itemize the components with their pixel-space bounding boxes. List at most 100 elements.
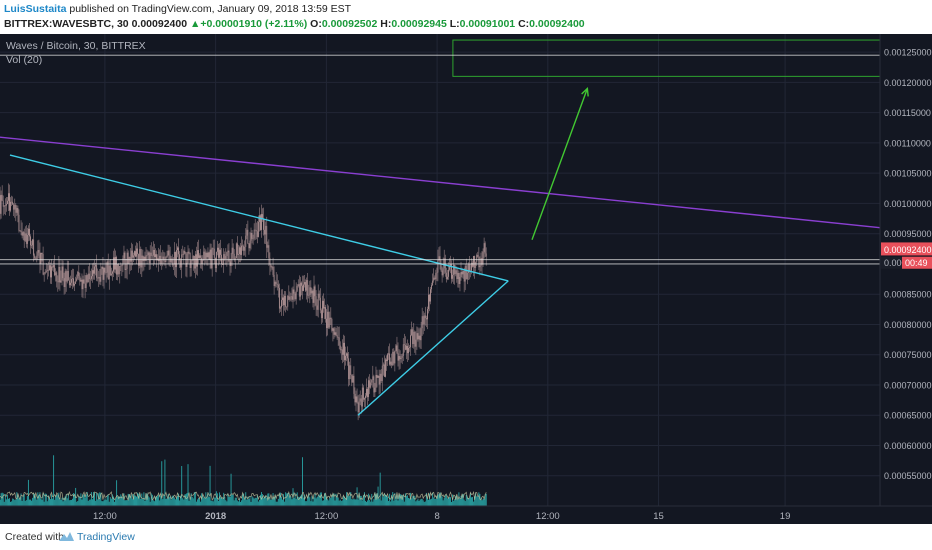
volume-bar — [116, 480, 118, 506]
candle-body — [471, 262, 472, 271]
volume-bar — [260, 494, 261, 506]
drawings[interactable] — [0, 39, 881, 416]
volume-bar — [113, 496, 114, 506]
candle-body — [194, 254, 196, 269]
candle-body — [265, 225, 267, 235]
volume-bar — [137, 492, 139, 506]
close-label: C: — [518, 18, 530, 30]
candle-body — [66, 271, 68, 282]
published-text: published on TradingView.com, January 09… — [69, 3, 352, 15]
volume-bar — [241, 500, 243, 506]
candle-body — [324, 307, 325, 309]
candle-body — [453, 264, 455, 275]
volume-bar — [181, 466, 183, 506]
candle-body — [74, 283, 76, 286]
author-link[interactable]: LuisSustaita — [4, 3, 67, 15]
volume-bar — [293, 497, 295, 506]
candle-body — [151, 255, 153, 257]
volume-bar — [223, 492, 225, 506]
volume-bar — [128, 493, 130, 506]
volume-bar — [226, 501, 228, 506]
volume-bar — [101, 501, 103, 506]
volume-bar — [131, 498, 133, 506]
candle-body — [355, 396, 357, 403]
volume-bar — [144, 500, 146, 506]
candle-body — [278, 287, 280, 309]
candle-body — [56, 272, 58, 282]
candle-body — [267, 245, 269, 248]
candle-body — [62, 266, 64, 279]
candle-body — [303, 284, 304, 291]
candle-body — [50, 265, 51, 278]
tradingview-brand[interactable]: TradingView — [77, 531, 135, 543]
candle-body — [336, 335, 338, 338]
y-tick-label: 0.00060000 — [884, 441, 932, 451]
volume-bar — [100, 492, 102, 506]
candle-body — [285, 295, 287, 307]
candle-body — [287, 295, 289, 307]
candle-body — [2, 200, 4, 207]
candle-body — [143, 256, 145, 261]
volume-bar — [429, 493, 430, 506]
candle-body — [290, 296, 292, 297]
candle-body — [238, 254, 239, 255]
candle-body — [277, 284, 279, 288]
volume-bar — [344, 496, 345, 506]
candle-body — [123, 252, 125, 259]
volume-bar — [404, 493, 406, 506]
candle-body — [108, 265, 110, 280]
candle-body — [413, 331, 415, 345]
candle-body — [220, 249, 221, 255]
candle-body — [452, 274, 454, 279]
volume-bar — [225, 500, 227, 506]
volume-bar — [118, 496, 120, 506]
volume-bar — [187, 464, 189, 506]
high-value: 0.00092945 — [391, 18, 447, 30]
candle-body — [461, 272, 463, 275]
volume-bar — [200, 501, 202, 506]
candle-body — [418, 335, 420, 340]
volume-bar — [38, 494, 40, 506]
candle-body — [173, 252, 175, 265]
candle-body — [182, 254, 184, 256]
volume-bar — [393, 500, 395, 506]
volume-bar — [104, 498, 106, 506]
candle-body — [458, 273, 460, 285]
price-chart[interactable]: 0.00055000 0.00060000 0.00065000 0.00070000… — [0, 34, 932, 524]
candle-body — [164, 260, 166, 262]
volume-bar — [125, 500, 127, 506]
candle-body — [296, 286, 298, 291]
candle-body — [200, 255, 202, 258]
volume-bar — [309, 497, 311, 506]
volume-bar — [244, 498, 246, 506]
volume-bar — [263, 497, 265, 506]
volume-bar — [246, 499, 248, 506]
candle-body — [176, 250, 177, 268]
candle-body — [150, 252, 152, 256]
chart-area[interactable]: 0.00055000 0.00060000 0.00065000 0.00070000… — [0, 34, 932, 524]
volume-bar — [325, 494, 327, 506]
candle-body — [430, 289, 431, 302]
volume-bar — [24, 500, 26, 506]
volume-bar — [440, 495, 442, 506]
candle-body — [217, 247, 218, 252]
y-tick-label: 0.00125000 — [884, 48, 932, 58]
candle-body — [203, 251, 205, 260]
volume-bar — [375, 494, 377, 506]
candle-body — [454, 264, 456, 275]
volume-bar — [234, 497, 236, 506]
x-tick-label: 12:00 — [93, 511, 117, 522]
candle-body — [86, 275, 88, 283]
volume-bar — [110, 498, 112, 506]
volume-bar — [285, 492, 287, 506]
candle-body — [283, 297, 284, 306]
symbol-label: BITTREX:WAVESBTC, 30 — [4, 18, 129, 30]
candle-body — [18, 214, 20, 231]
candle-body — [121, 265, 123, 267]
volume-bar — [286, 493, 288, 506]
candle-body — [96, 265, 98, 278]
candle-body — [32, 239, 34, 246]
volume-bar — [443, 498, 445, 506]
volume-bar — [197, 499, 198, 506]
candle-body — [358, 401, 360, 413]
